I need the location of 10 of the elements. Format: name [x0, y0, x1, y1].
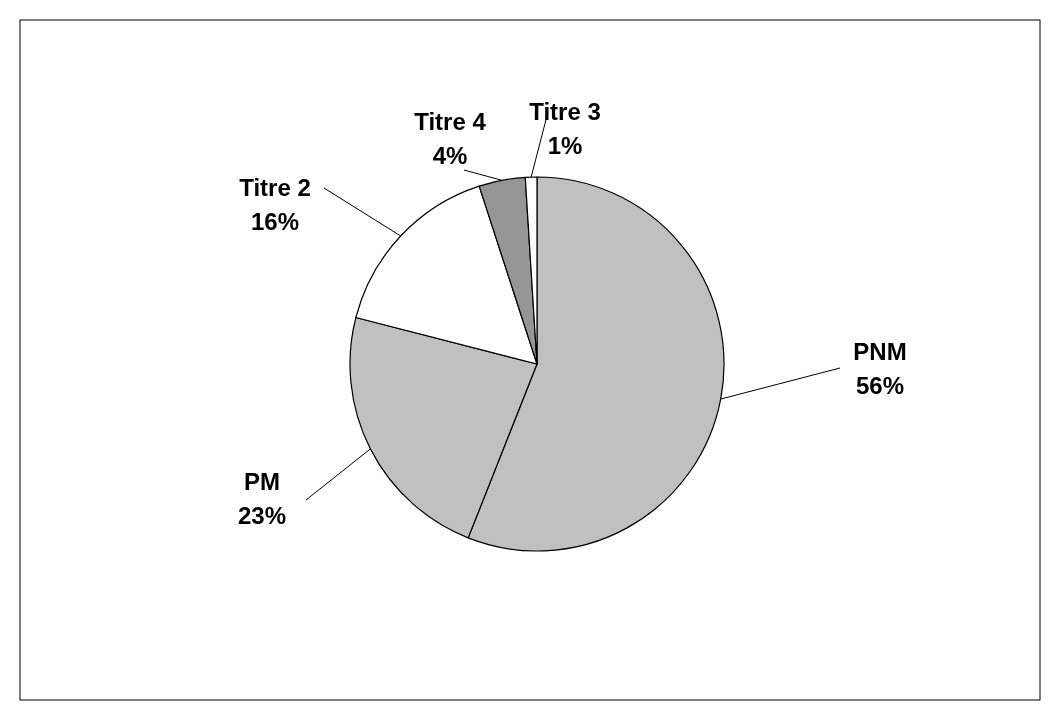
data-label: 1% [547, 132, 583, 159]
slice-label: Titre 3 [529, 98, 601, 125]
slice-label: PM [244, 468, 280, 495]
data-label: 23% [237, 502, 287, 529]
slice-label: Titre 4 [414, 108, 487, 135]
slice-label: Titre 2 [239, 174, 311, 201]
data-label: 56% [855, 372, 905, 399]
slice-label: PNM [853, 338, 907, 365]
data-label: 16% [250, 208, 300, 235]
data-label: 4% [432, 142, 468, 169]
